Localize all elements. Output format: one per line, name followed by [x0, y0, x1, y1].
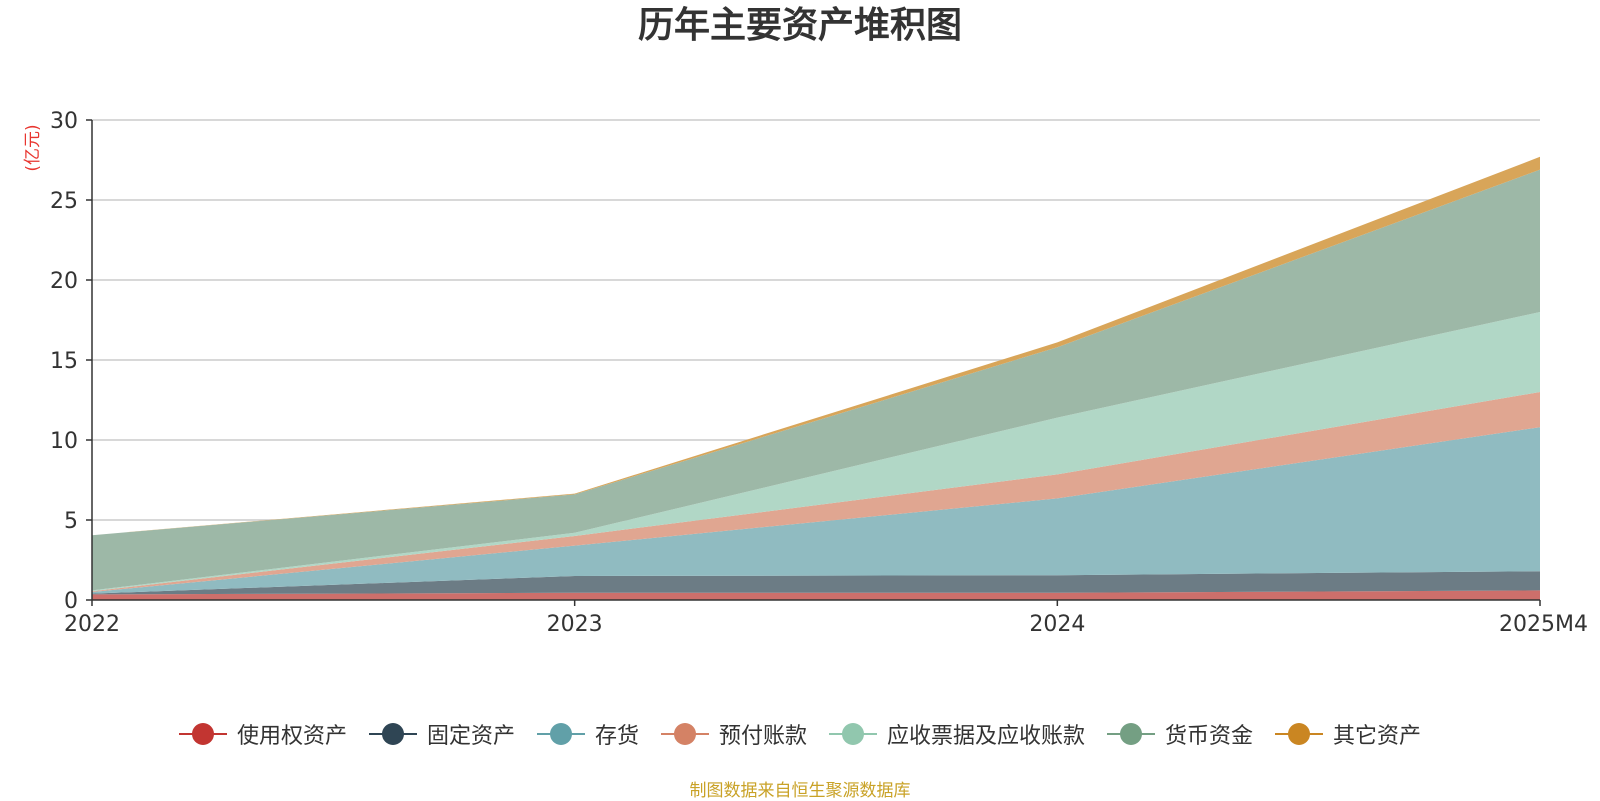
legend-label: 其它资产 [1333, 724, 1422, 749]
legend-item[interactable]: 应收票据及应收账款 [829, 718, 1085, 750]
y-tick-label: 20 [50, 269, 78, 294]
area-series [92, 156, 1540, 600]
legend-label: 预付账款 [718, 724, 807, 749]
legend-item[interactable]: 预付账款 [660, 718, 807, 750]
source-note: 制图数据来自恒生聚源数据库 [689, 781, 911, 801]
y-tick-label: 10 [50, 429, 78, 454]
y-tick-label: 30 [50, 109, 78, 134]
y-tick-label: 25 [50, 189, 78, 214]
y-tick-label: 0 [64, 589, 78, 614]
legend-label: 货币资金 [1165, 724, 1254, 749]
x-tick-label: 2024 [1029, 612, 1085, 637]
legend-label: 存货 [594, 724, 639, 749]
legend-swatch [536, 722, 585, 746]
legend-label: 固定资产 [426, 724, 515, 749]
x-tick-label: 2023 [547, 612, 603, 637]
legend-swatch [368, 722, 417, 746]
area-2 [92, 571, 1540, 595]
x-tick-label: 2025M4 [1499, 612, 1588, 637]
legend-label: 应收票据及应收账款 [887, 724, 1086, 749]
area-6 [92, 169, 1540, 591]
y-tick-label: 15 [50, 349, 78, 374]
legend-item[interactable]: 使用权资产 [178, 718, 347, 750]
legend-item[interactable]: 其它资产 [1275, 718, 1421, 750]
legend-swatch [829, 722, 877, 746]
legend-swatch [1107, 722, 1156, 746]
legend-item[interactable]: 固定资产 [368, 718, 515, 750]
axes: 0 5 10 15 20 25 30 2022 2023 2024 2025M4 [50, 109, 1588, 637]
area-1 [92, 590, 1540, 600]
legend-label: 使用权资产 [236, 724, 347, 749]
legend-item[interactable]: 货币资金 [1107, 718, 1253, 750]
legend: 使用权资产 固定资产 存货 预付账款 应收票据及应收账款 货币资金 其它资产 [0, 714, 1600, 754]
legend-item[interactable]: 存货 [536, 718, 639, 750]
x-tick-label: 2022 [64, 612, 120, 637]
legend-swatch [1275, 722, 1324, 746]
legend-swatch [178, 722, 227, 746]
y-axis-unit-label: (亿元) [23, 124, 43, 171]
y-tick-label: 5 [64, 509, 78, 534]
legend-swatch [660, 722, 709, 746]
chart-title: 历年主要资产堆积图 [638, 5, 962, 46]
area-3 [92, 427, 1540, 594]
